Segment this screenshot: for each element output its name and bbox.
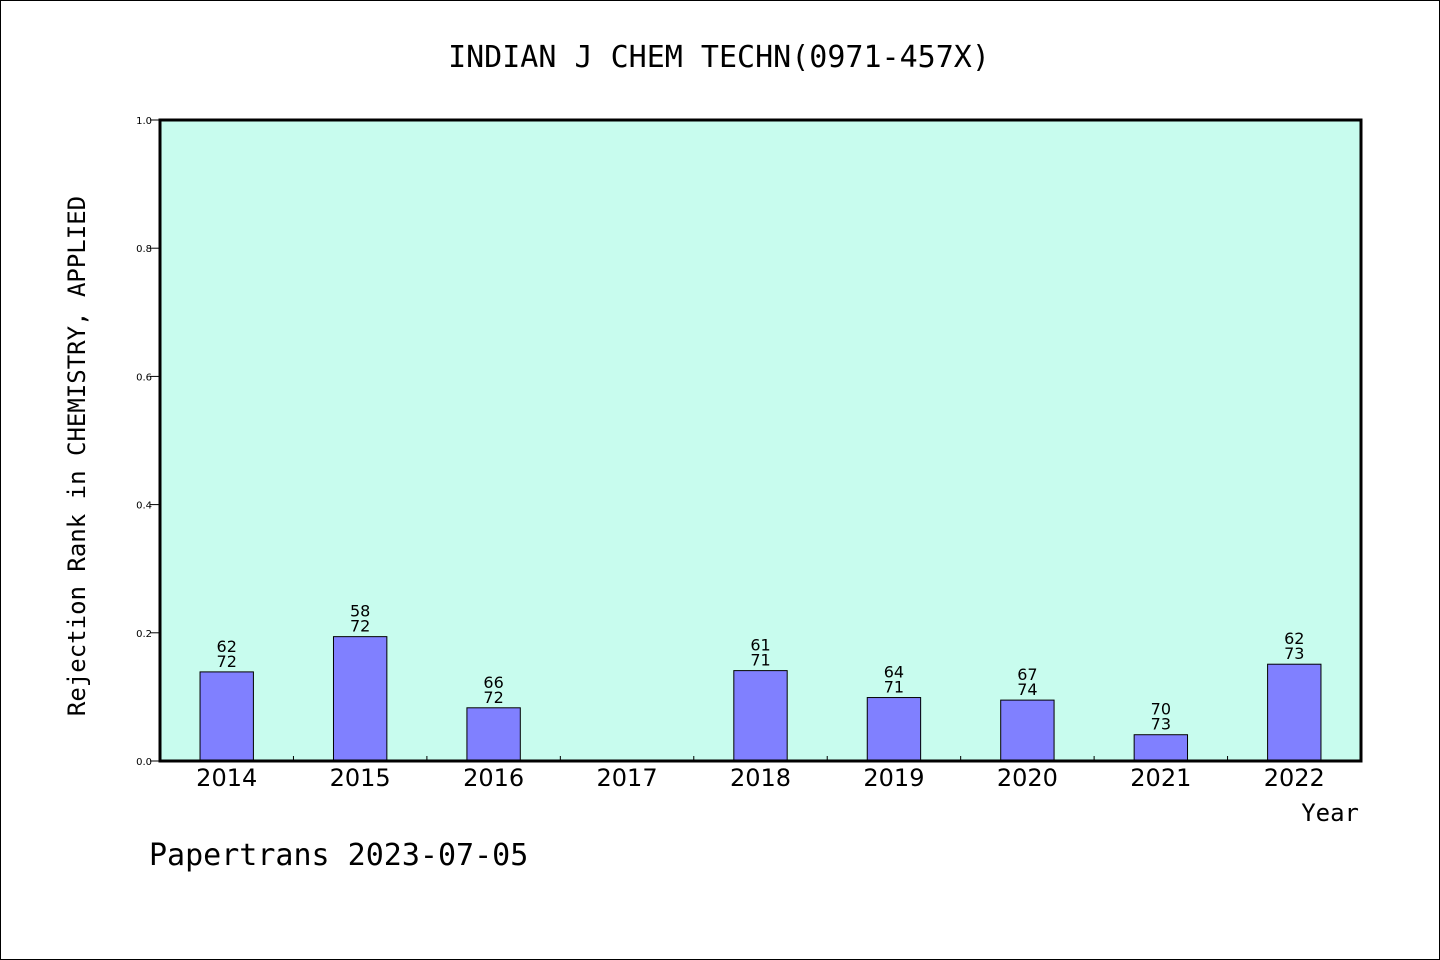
y-tick-label: 1.0 [136,116,152,127]
bar-label-bottom: 71 [750,651,770,670]
x-tick-label: 2020 [997,764,1058,792]
bar-label-bottom: 73 [1284,644,1304,663]
bar-label-top: 62 [1284,629,1304,648]
bars-group [199,636,1322,762]
bar-label-top: 66 [483,673,503,692]
x-tick-label: 2015 [330,764,391,792]
plot-border [158,118,1363,763]
bar-label-top: 61 [750,636,770,655]
bar-2019 [866,697,922,762]
bar-2014 [199,671,254,762]
x-tick-label: 2019 [863,764,924,792]
bar-label-bottom: 72 [217,652,237,671]
y-tick-label: 0.4 [136,501,152,512]
y-tick-label: 0.2 [136,629,152,640]
bar-2018 [733,670,788,762]
bar-label-bottom: 74 [1017,680,1037,699]
y-tick-label: 0.8 [136,244,152,255]
x-tick-label: 2016 [463,764,524,792]
x-axis-label: Year [1301,799,1359,827]
bar-label-top: 64 [884,663,904,682]
x-tick-label: 2014 [196,764,257,792]
footer-text: Papertrans 2023-07-05 [149,838,528,873]
bar-2020 [1000,699,1055,762]
bar-label-top: 62 [217,637,237,656]
bar-label-top: 67 [1017,665,1037,684]
bar-label-top: 70 [1151,700,1171,719]
x-tick-label: 2021 [1130,764,1191,792]
bar-2021 [1133,734,1189,762]
x-axis-ticks: 2014 2015 2016 2017 2018 2019 2020 2021 2022 [196,756,1325,792]
bar-2022 [1267,663,1322,762]
chart-title: INDIAN J CHEM TECHN(0971-457X) [448,40,990,75]
bar-2016 [466,707,521,762]
bar-label-bottom: 72 [350,617,370,636]
bar-2015 [332,636,388,762]
y-tick-label: 0.6 [136,372,152,383]
x-tick-label: 2022 [1264,764,1325,792]
x-tick-label: 2017 [597,764,658,792]
bar-label-bottom: 71 [884,678,904,697]
x-tick-label: 2018 [730,764,791,792]
y-tick-label: 0.0 [136,757,152,768]
bar-label-top: 58 [350,602,370,621]
y-axis-label: Rejection Rank in CHEMISTRY, APPLIED [63,196,91,716]
bar-label-bottom: 72 [483,688,503,707]
y-axis-ticks: 0.0 0.2 0.4 0.6 0.8 1.0 [136,116,160,768]
bar-label-bottom: 73 [1151,715,1171,734]
